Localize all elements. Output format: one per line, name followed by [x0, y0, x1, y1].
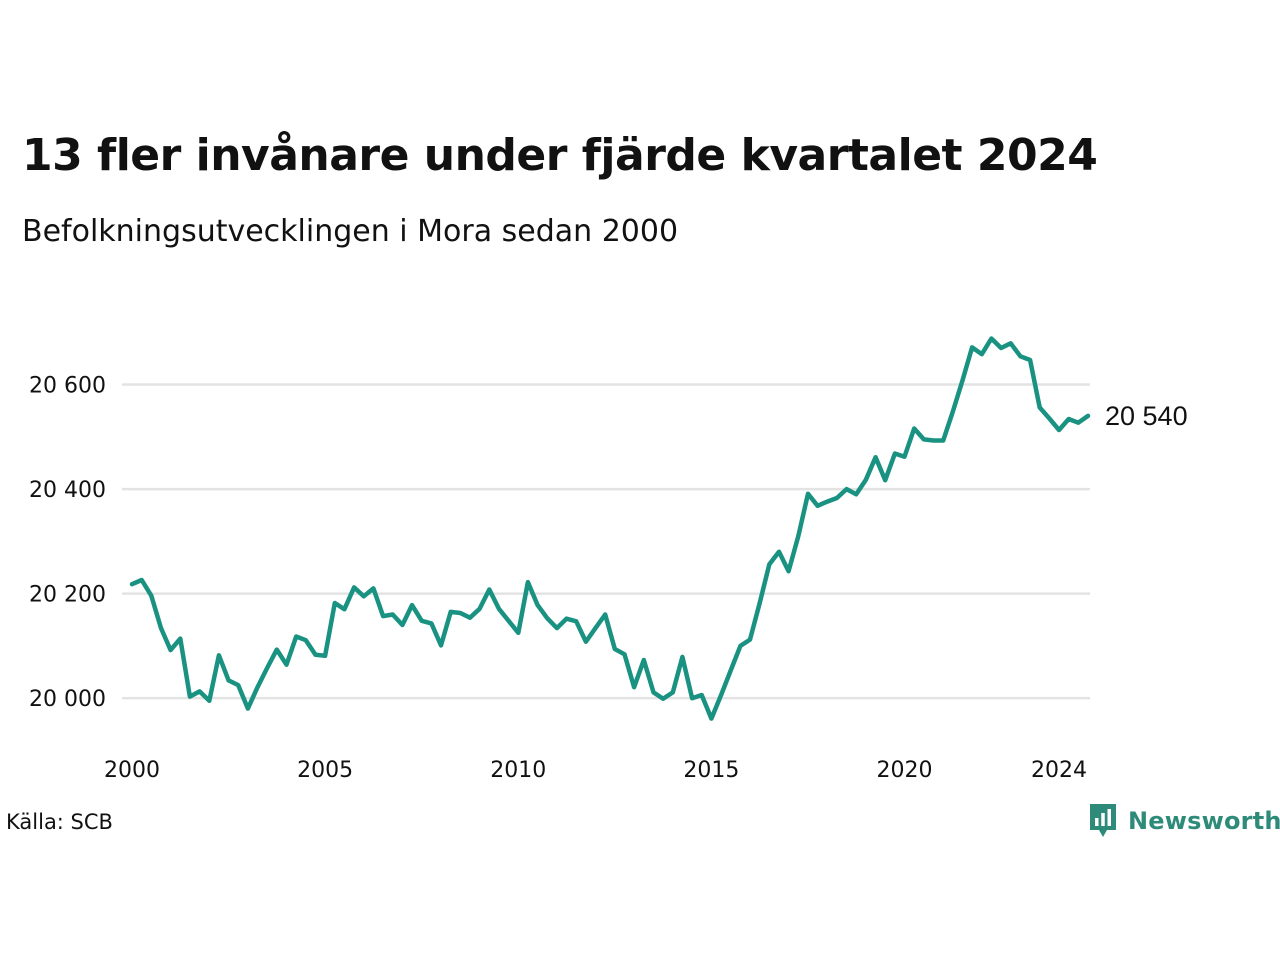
y-tick-label: 20 600 [29, 374, 106, 399]
y-axis-ticks: 20 000 20 200 20 400 20 600 [29, 374, 106, 713]
x-tick-label: 2015 [683, 758, 739, 783]
series-group [129, 336, 1091, 721]
chart-subtitle: Befolkningsutvecklingen i Mora sedan 200… [22, 214, 679, 249]
x-tick-label: 2020 [877, 758, 933, 783]
gridlines [122, 383, 1090, 700]
newsworthy-logo-icon [1090, 804, 1116, 837]
brand-name: Newsworthy [1128, 807, 1280, 835]
x-tick-label: 2024 [1031, 758, 1087, 783]
y-tick-label: 20 200 [29, 583, 106, 608]
population-line-chart: 20 000 20 200 20 400 20 600 2000 2005 2010 201… [29, 336, 1188, 783]
y-tick-label: 20 000 [29, 687, 106, 712]
x-tick-label: 2000 [104, 758, 160, 783]
x-tick-label: 2005 [297, 758, 353, 783]
x-axis-ticks: 2000 2005 2010 2015 2020 2024 [104, 758, 1087, 783]
x-tick-label: 2010 [490, 758, 546, 783]
chart-title: 13 fler invånare under fjärde kvartalet … [22, 130, 1098, 181]
newsworthy-brand[interactable]: Newsworthy [1088, 802, 1280, 840]
y-tick-label: 20 400 [29, 478, 106, 503]
population-series-line [129, 336, 1091, 721]
source-note: Källa: SCB [6, 810, 113, 834]
end-value-label: 20 540 [1105, 401, 1188, 431]
data-labels: 20 540 [1105, 401, 1188, 431]
